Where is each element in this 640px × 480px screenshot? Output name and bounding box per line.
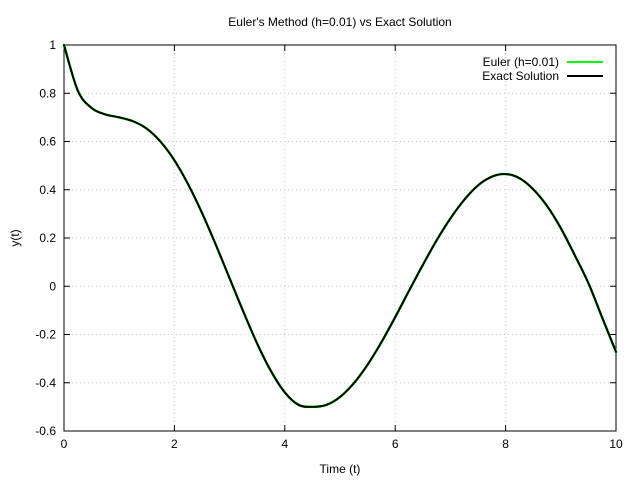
plot-frame [63,44,617,432]
x-tick-label: 0 [61,437,68,451]
x-tick-label: 10 [609,437,623,451]
x-tick-label: 2 [171,437,178,451]
y-tick-label: -0.2 [35,328,56,342]
y-axis-label: y(t) [8,229,22,246]
y-tick-label: -0.6 [35,424,56,438]
grid [64,45,616,431]
x-tick-label: 6 [392,437,399,451]
y-tick-label: 0 [49,279,56,293]
y-tick-label: -0.4 [35,376,56,390]
legend-label: Euler (h=0.01) [483,55,559,69]
x-tick-label: 8 [502,437,509,451]
y-tick-label: 0.8 [39,86,56,100]
x-tick-label: 4 [281,437,288,451]
y-tick-label: 0.4 [39,183,56,197]
legend-label: Exact Solution [482,69,559,83]
y-tick-label: 1 [49,38,56,52]
series-line-euler-h-0-01 [62,43,618,409]
chart-title: Euler's Method (h=0.01) vs Exact Solutio… [228,15,451,29]
axis-ticks: 0 2 4 6 8 10 -0.6 -0.4 -0.2 0 0.2 0.4 0.6 0.8 1 [35,38,623,451]
y-tick-label: 0.2 [39,231,56,245]
y-tick-label: 0.6 [39,135,56,149]
series-lines [62,43,618,409]
x-axis-label: Time (t) [320,462,361,476]
legend: Euler (h=0.01)Exact Solution [482,55,603,83]
series-line-exact-solution [63,44,617,408]
